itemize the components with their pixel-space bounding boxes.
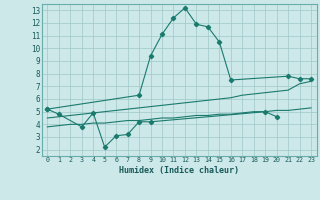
X-axis label: Humidex (Indice chaleur): Humidex (Indice chaleur) (119, 166, 239, 175)
